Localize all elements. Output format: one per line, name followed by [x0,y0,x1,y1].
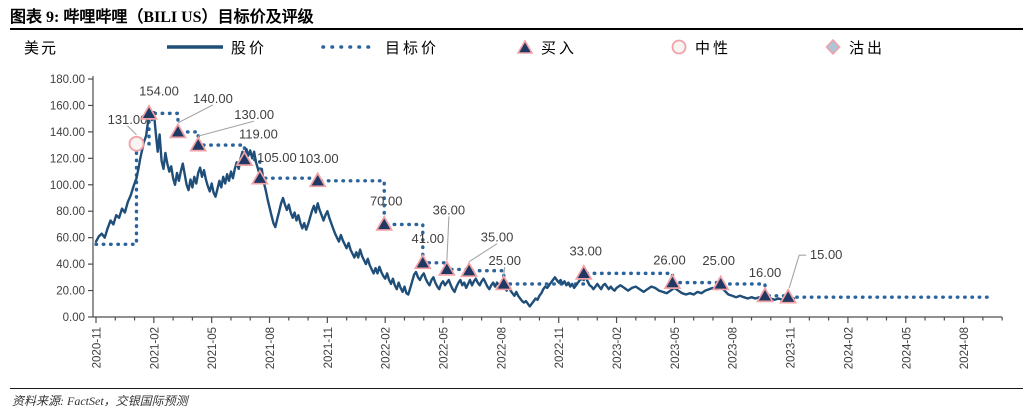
svg-text:100.00: 100.00 [50,180,85,192]
buy-rating-marker [574,264,593,280]
svg-text:2022-05: 2022-05 [439,327,451,369]
svg-text:2023-02: 2023-02 [612,327,624,369]
target-price-label: 119.00 [239,127,278,142]
legend-label-target: 目标价 [385,40,440,57]
chart-legend: 美元 股价 目标价 买入 中性 [0,34,1033,62]
target-price-label: 15.00 [810,247,843,262]
buy-triangle-icon [516,39,534,54]
target-price-label: 70.00 [370,193,403,208]
legend-label-price: 股价 [231,40,268,57]
svg-text:2023-11: 2023-11 [786,327,798,368]
buy-rating-marker [189,135,208,152]
buy-rating-marker [779,287,798,304]
target-price-label: 35.00 [481,230,514,245]
buy-rating-marker [308,171,327,188]
buy-rating-marker [375,215,394,231]
target-price-step-line [94,111,995,299]
neutral-rating-marker [128,135,145,152]
svg-text:2023-05: 2023-05 [670,327,682,369]
svg-text:60.00: 60.00 [56,233,85,245]
buy-rating-marker [437,260,456,276]
svg-text:180.00: 180.00 [50,74,85,86]
legend-label-neutral: 中性 [695,40,732,57]
legend-label-sell: 沽出 [849,40,886,57]
target-price-label: 33.00 [570,243,603,258]
svg-text:2020-11: 2020-11 [92,327,104,368]
buy-rating-marker [235,150,254,167]
target-price-label: 140.00 [193,91,233,106]
target-price-label: 26.00 [653,253,686,268]
buy-rating-marker [711,274,730,291]
svg-text:2023-08: 2023-08 [728,327,740,369]
buy-rating-marker [250,168,269,185]
target-price-label: 105.00 [257,150,297,165]
svg-text:2022-02: 2022-02 [381,327,393,369]
svg-text:80.00: 80.00 [56,206,85,218]
target-price-label: 16.00 [749,265,782,280]
source-divider [10,388,1023,389]
target-price-label: 130.00 [234,107,274,122]
legend-item-target: 目标价 [320,34,439,60]
buy-rating-marker [460,261,479,278]
target-dotted-line-icon [321,45,378,49]
buy-rating-marker [140,104,158,120]
legend-item-buy: 买入 [516,34,577,60]
price-line-icon [167,45,223,49]
target-price-label: 103.00 [299,151,339,166]
svg-text:2021-11: 2021-11 [323,327,335,368]
svg-text:2024-08: 2024-08 [959,327,971,369]
svg-text:120.00: 120.00 [50,153,85,165]
buy-rating-marker [413,253,432,270]
buy-rating-marker [168,122,187,139]
svg-text:2021-05: 2021-05 [207,327,219,369]
y-axis-unit-label: 美元 [24,41,59,57]
svg-text:2021-08: 2021-08 [265,327,277,369]
svg-text:2021-02: 2021-02 [149,327,161,369]
svg-text:2024-05: 2024-05 [901,327,913,369]
svg-text:140.00: 140.00 [50,127,85,139]
sell-diamond-icon [825,38,841,56]
figure-title: 图表 9: 哔哩哔哩（BILI US）目标价及评级 [10,9,314,26]
svg-text:2022-08: 2022-08 [496,327,508,369]
buy-rating-marker [494,274,513,291]
target-price-label: 154.00 [139,83,179,98]
legend-item-neutral: 中性 [670,34,731,60]
buy-rating-marker [663,273,682,289]
stock-price-line [94,108,796,308]
svg-text:160.00: 160.00 [50,100,85,112]
target-price-label: 25.00 [488,253,521,268]
svg-text:2022-11: 2022-11 [554,327,566,368]
neutral-circle-icon [671,39,687,55]
svg-text:20.00: 20.00 [56,286,85,298]
target-price-label: 131.00 [108,112,148,127]
legend-item-sell: 沽出 [824,34,885,60]
svg-text:0.00: 0.00 [63,312,85,324]
legend-label-buy: 买入 [541,40,578,57]
svg-text:2024-02: 2024-02 [843,327,855,369]
svg-text:40.00: 40.00 [56,259,85,271]
target-price-label: 36.00 [433,202,466,217]
buy-rating-marker [756,286,774,303]
title-divider [10,28,1023,30]
target-price-label: 25.00 [702,253,735,268]
target-price-label: 41.00 [412,231,445,246]
legend-item-price: 股价 [166,34,267,60]
source-note: 资料来源: FactSet，交银国际预测 [12,394,188,408]
